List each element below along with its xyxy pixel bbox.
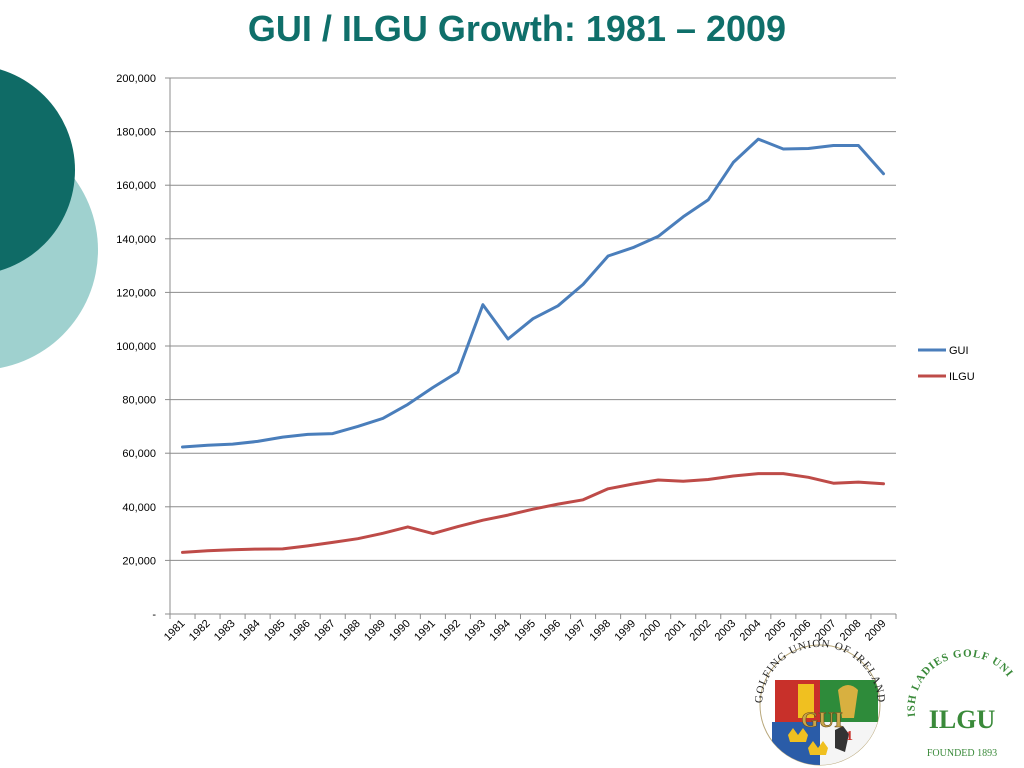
- ilgu-monogram: ILGU: [929, 705, 996, 734]
- y-tick-label: 100,000: [116, 341, 156, 353]
- dark-teal-circle: [0, 69, 75, 271]
- y-tick-label: 160,000: [116, 180, 156, 192]
- series-line-gui: [181, 137, 885, 449]
- grid: [170, 77, 896, 561]
- y-tick-label: 180,000: [116, 127, 156, 139]
- legend-label-gui: GUI: [949, 345, 969, 357]
- legend-label-ilgu: ILGU: [949, 371, 975, 383]
- y-tick-label: 80,000: [122, 395, 156, 407]
- y-tick-label: -: [152, 609, 156, 621]
- gui-letters: GUI: [801, 707, 843, 732]
- series-line-ilgu: [181, 472, 885, 554]
- y-tick-label: 200,000: [116, 73, 156, 85]
- gui-mark: 1: [846, 729, 853, 744]
- y-tick-label: 20,000: [122, 555, 156, 567]
- y-tick-label: 60,000: [122, 448, 156, 460]
- ilgu-founded: FOUNDED 1893: [927, 748, 997, 759]
- ilgu-ring-text: IRISH LADIES GOLF UNION: [0, 0, 1015, 718]
- y-tick-label: 140,000: [116, 234, 156, 246]
- y-tick-label: 120,000: [116, 287, 156, 299]
- gui-logo: GOLFING UNION OF IRELAND GUI 1: [753, 638, 886, 766]
- y-tick-label: 40,000: [122, 502, 156, 514]
- series-lines: [181, 137, 885, 554]
- legend: GUI ILGU: [918, 345, 975, 383]
- slide-title: GUI / ILGU Growth: 1981 – 2009: [247, 8, 787, 49]
- svg-text:IRISH LADIES GOLF UNION: IRISH LADIES GOLF UNION: [0, 0, 1015, 718]
